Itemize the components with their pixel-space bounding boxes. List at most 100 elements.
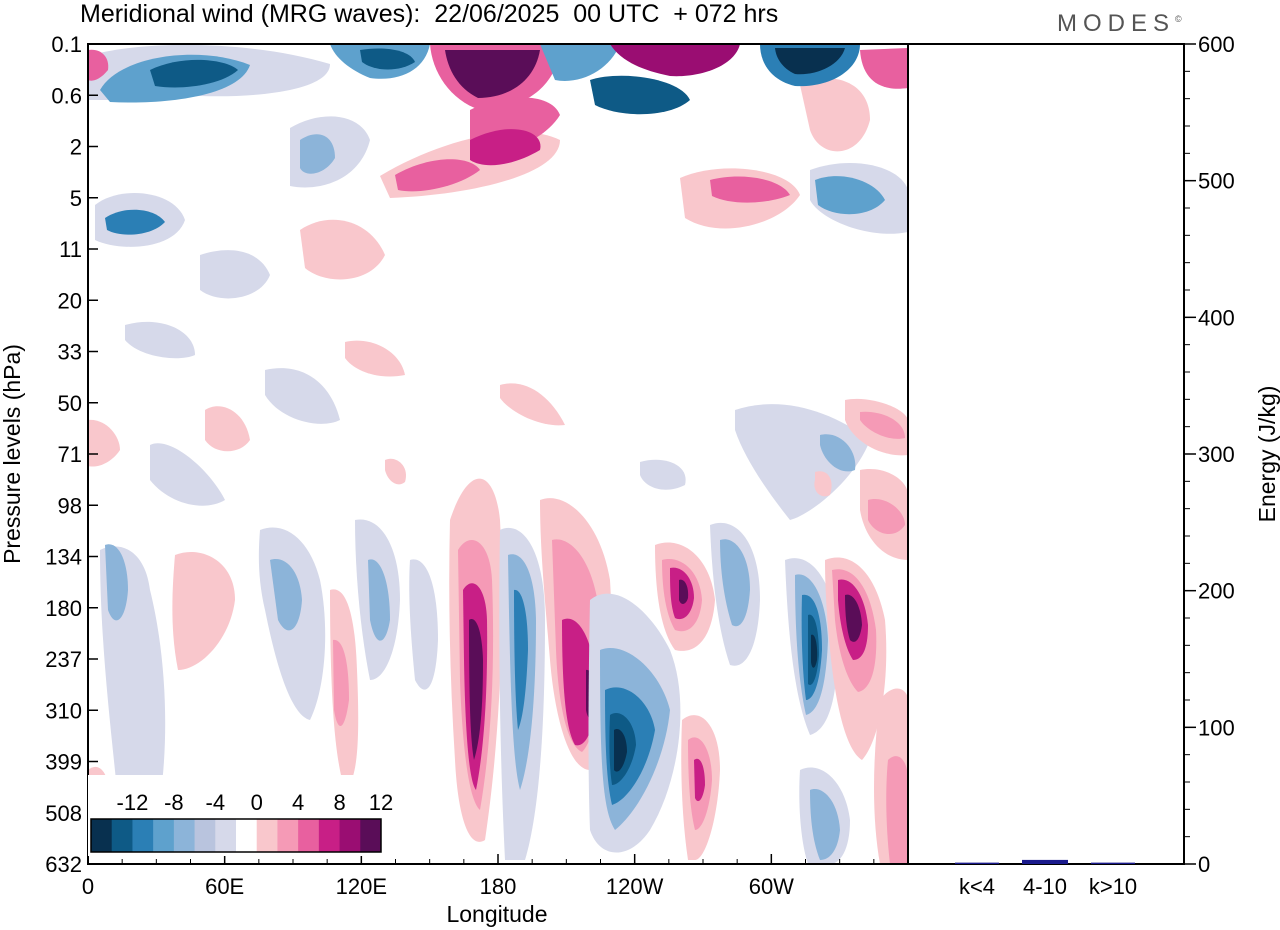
y-tick-label: 20	[58, 288, 82, 313]
chart-title: Meridional wind (MRG waves): 22/06/2025 …	[80, 0, 779, 28]
brand-mark: ©	[1175, 14, 1182, 24]
y-right-tick-label: 500	[1198, 169, 1235, 194]
colorbar-swatch	[256, 819, 278, 852]
y-axis-title: Pressure levels (hPa)	[0, 344, 25, 564]
contour-mid-pos-a	[395, 159, 480, 192]
colorbar-swatch	[153, 819, 175, 852]
contour-strat-pos-4	[800, 78, 870, 152]
colorbar-label: -12	[117, 790, 149, 815]
y-tick-label: 399	[45, 750, 82, 775]
contour-trop-neg-5c	[514, 589, 528, 730]
contour-mid-neg-c	[300, 134, 335, 174]
y-axis-right: 0 100 200 300 400 500 600	[1184, 32, 1235, 877]
colorbar-swatch	[194, 819, 216, 852]
contour-top-pos-f	[860, 48, 908, 89]
colorbar-swatch	[132, 819, 154, 852]
contour-trop-pos-6c	[694, 758, 705, 802]
x-tick-label: 180	[480, 874, 517, 899]
contour-top-pos-b	[445, 50, 540, 98]
y-tick-label: 0.6	[51, 83, 82, 108]
y-tick-label: 33	[58, 340, 82, 365]
contour-ls-pos-4	[88, 419, 120, 467]
contour-top-neg-f	[590, 75, 690, 115]
contour-ls-pos-6	[860, 411, 905, 439]
y-tick-label: 5	[70, 186, 82, 211]
colorbar-label: 12	[369, 790, 393, 815]
contour-ls-neg-4	[150, 443, 225, 506]
contour-trop-pos-1	[172, 552, 235, 670]
contour-top-neg-b	[150, 59, 238, 88]
contour-trop-pos-3d	[469, 619, 483, 760]
heatmap-contours	[88, 44, 908, 864]
contour-ls-pos-10	[868, 499, 905, 535]
colorbar-swatch	[360, 819, 382, 852]
y-axis-right-title: Energy (J/kg)	[1254, 386, 1280, 523]
contour-trop-pos-7d	[845, 594, 862, 642]
contour-trop-neg-8e	[811, 634, 818, 668]
x-tick-label: 60W	[749, 874, 794, 899]
colorbar-swatch	[298, 819, 320, 852]
x-axis: 0 60E 120E 180 120W 60W	[82, 854, 875, 899]
colorbar-label: 4	[292, 790, 304, 815]
colorbar-label: -4	[206, 790, 226, 815]
contour-ls-neg-2	[125, 321, 195, 359]
y-tick-label: 508	[45, 801, 82, 826]
contour-trop-neg-9b	[810, 789, 840, 860]
contour-ls-pos-1	[345, 340, 405, 377]
y-tick-label: 50	[58, 391, 82, 416]
colorbar-label: 8	[333, 790, 345, 815]
contour-top-pos-g	[88, 49, 109, 81]
y-right-tick-label: 300	[1198, 442, 1235, 467]
contour-ls-neg-3	[265, 368, 340, 424]
contour-trop-neg-2b	[270, 559, 302, 631]
contour-mid-neg-b	[105, 209, 165, 235]
y-right-tick-label: 0	[1198, 852, 1210, 877]
energy-bar	[1091, 862, 1135, 864]
y-tick-label: 11	[59, 237, 82, 262]
contour-ls-pos-8	[814, 471, 832, 497]
y-axis-left: 0.1 0.6 2 5 11 20 33 50 71 98 134 180 237 310 399 508 63…	[45, 32, 98, 877]
y-tick-label: 134	[45, 545, 82, 570]
y-right-tick-label: 200	[1198, 579, 1235, 604]
colorbar-swatch	[318, 819, 341, 852]
colorbar-swatch	[111, 819, 133, 852]
contour-trop-neg-7b	[720, 539, 750, 627]
bar-category-label: k<4	[959, 874, 995, 899]
y-tick-label: 237	[45, 647, 82, 672]
x-tick-label: 0	[82, 874, 94, 899]
contour-trop-neg-4	[409, 559, 438, 690]
colorbar-swatch	[215, 819, 237, 852]
contour-ls-neg-5	[735, 404, 870, 520]
contour-ls-neg-6	[820, 434, 856, 472]
energy-bar-panel: k<4 4-10 k>10	[907, 43, 1185, 899]
contour-top-neg-d	[360, 48, 415, 70]
colorbar-border	[90, 818, 382, 853]
contour-top-neg-e	[540, 44, 620, 81]
y-tick-label: 2	[70, 135, 82, 160]
y-tick-label: 0.1	[51, 32, 82, 57]
contour-mid-neg-a	[815, 176, 885, 215]
contour-trop-pos-2b	[333, 639, 349, 727]
y-tick-label: 632	[45, 852, 82, 877]
y-tick-label: 98	[58, 493, 82, 518]
contour-trop-neg-1b	[105, 544, 128, 621]
contour-ls-pos-7	[385, 458, 406, 485]
y-right-tick-label: 100	[1198, 715, 1235, 740]
colorbar-swatch	[236, 819, 258, 852]
y-tick-label: 180	[45, 596, 82, 621]
contour-ls-neg-7	[640, 459, 686, 490]
energy-bar	[955, 862, 999, 864]
energy-bar	[1022, 859, 1068, 864]
contour-top-pos-e	[610, 44, 740, 77]
colorbar-swatch	[277, 819, 299, 852]
contour-trop-neg-3b	[368, 559, 390, 641]
contour-trop-pos-8b	[886, 756, 908, 864]
contour-mid-pos-b	[710, 176, 790, 203]
brand-logo: MODES©	[1057, 10, 1182, 38]
contour-top-neg-h	[775, 48, 845, 75]
contour-trop-pos-5d	[679, 579, 689, 604]
bar-panel-border	[907, 43, 1185, 865]
colorbar-swatch	[339, 819, 361, 852]
colorbar-label: -8	[164, 790, 184, 815]
